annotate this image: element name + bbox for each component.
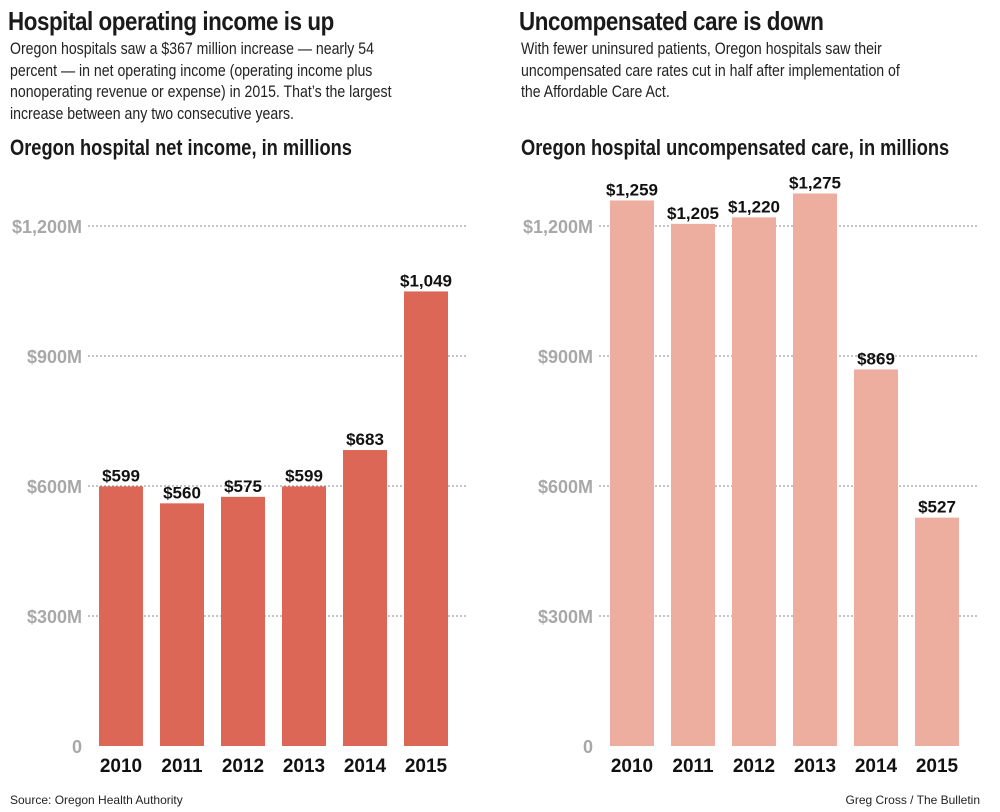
bar-2010: [610, 200, 654, 746]
bar-value-label: $599: [285, 466, 323, 485]
x-category-label: 2015: [916, 756, 959, 777]
bar-2014: [343, 450, 387, 746]
right-panel: Uncompensated care is down With fewer un…: [519, 0, 999, 790]
y-tick-label: $1,200M: [523, 217, 593, 237]
left-description: Oregon hospitals saw a $367 million incr…: [10, 39, 392, 123]
bar-2011: [671, 223, 715, 747]
net-income-bar-chart: 0 $300M $600M $900M $1,200M $599 2010 $560 2011 $…: [12, 217, 468, 777]
x-category-label: 2011: [672, 756, 714, 777]
y-tick-label: $1,200M: [12, 217, 82, 237]
x-category-label: 2013: [794, 756, 836, 777]
bar-2010: [99, 486, 143, 746]
x-category-label: 2014: [344, 756, 387, 777]
bar-value-label: $575: [224, 477, 262, 496]
bar-value-label: $527: [918, 498, 956, 517]
bar-2012: [221, 496, 265, 746]
y-tick-label: $300M: [538, 607, 593, 627]
x-category-label: 2014: [855, 756, 898, 777]
left-headline: Hospital operating income is up: [8, 6, 334, 36]
bar-2015: [404, 291, 448, 746]
x-category-label: 2012: [222, 756, 264, 777]
y-tick-label: $300M: [27, 607, 82, 627]
x-category-label: 2010: [611, 756, 653, 777]
bar-2015: [915, 517, 959, 746]
bar-value-label: $869: [857, 349, 895, 368]
bar-value-label: $1,049: [400, 271, 452, 290]
bar-value-label: $1,259: [606, 180, 658, 199]
bar-2013: [282, 486, 326, 746]
y-tick-label: $900M: [538, 347, 593, 367]
bar-value-label: $1,220: [728, 197, 780, 216]
y-tick-label: 0: [72, 737, 82, 757]
x-category-label: 2015: [405, 756, 448, 777]
y-tick-label: $900M: [27, 347, 82, 367]
right-description: With fewer uninsured patients, Oregon ho…: [521, 39, 900, 101]
bar-2012: [732, 217, 776, 747]
right-chart-title: Oregon hospital uncompensated care, in m…: [521, 135, 950, 160]
right-headline: Uncompensated care is down: [519, 6, 824, 36]
source-note: Source: Oregon Health Authority: [10, 793, 183, 807]
left-chart-title: Oregon hospital net income, in millions: [10, 135, 352, 160]
uncompensated-care-bar-chart: 0 $300M $600M $900M $1,200M $1,259 2010 $1,205 2…: [523, 174, 979, 777]
bar-value-label: $560: [163, 483, 201, 502]
x-category-label: 2011: [161, 756, 203, 777]
bar-2014: [854, 369, 898, 746]
bar-2011: [160, 503, 204, 746]
y-tick-label: $600M: [27, 477, 82, 497]
y-tick-label: $600M: [538, 477, 593, 497]
bar-value-label: $683: [346, 430, 384, 449]
left-panel: Hospital operating income is up Oregon h…: [8, 0, 488, 790]
x-category-label: 2010: [100, 756, 142, 777]
x-category-label: 2013: [283, 756, 325, 777]
credit-line: Greg Cross / The Bulletin: [845, 793, 980, 807]
y-tick-label: 0: [583, 737, 593, 757]
bar-value-label: $1,275: [789, 174, 841, 193]
bar-value-label: $1,205: [667, 204, 719, 223]
bar-value-label: $599: [102, 466, 140, 485]
bar-2013: [793, 193, 837, 746]
x-category-label: 2012: [733, 756, 775, 777]
